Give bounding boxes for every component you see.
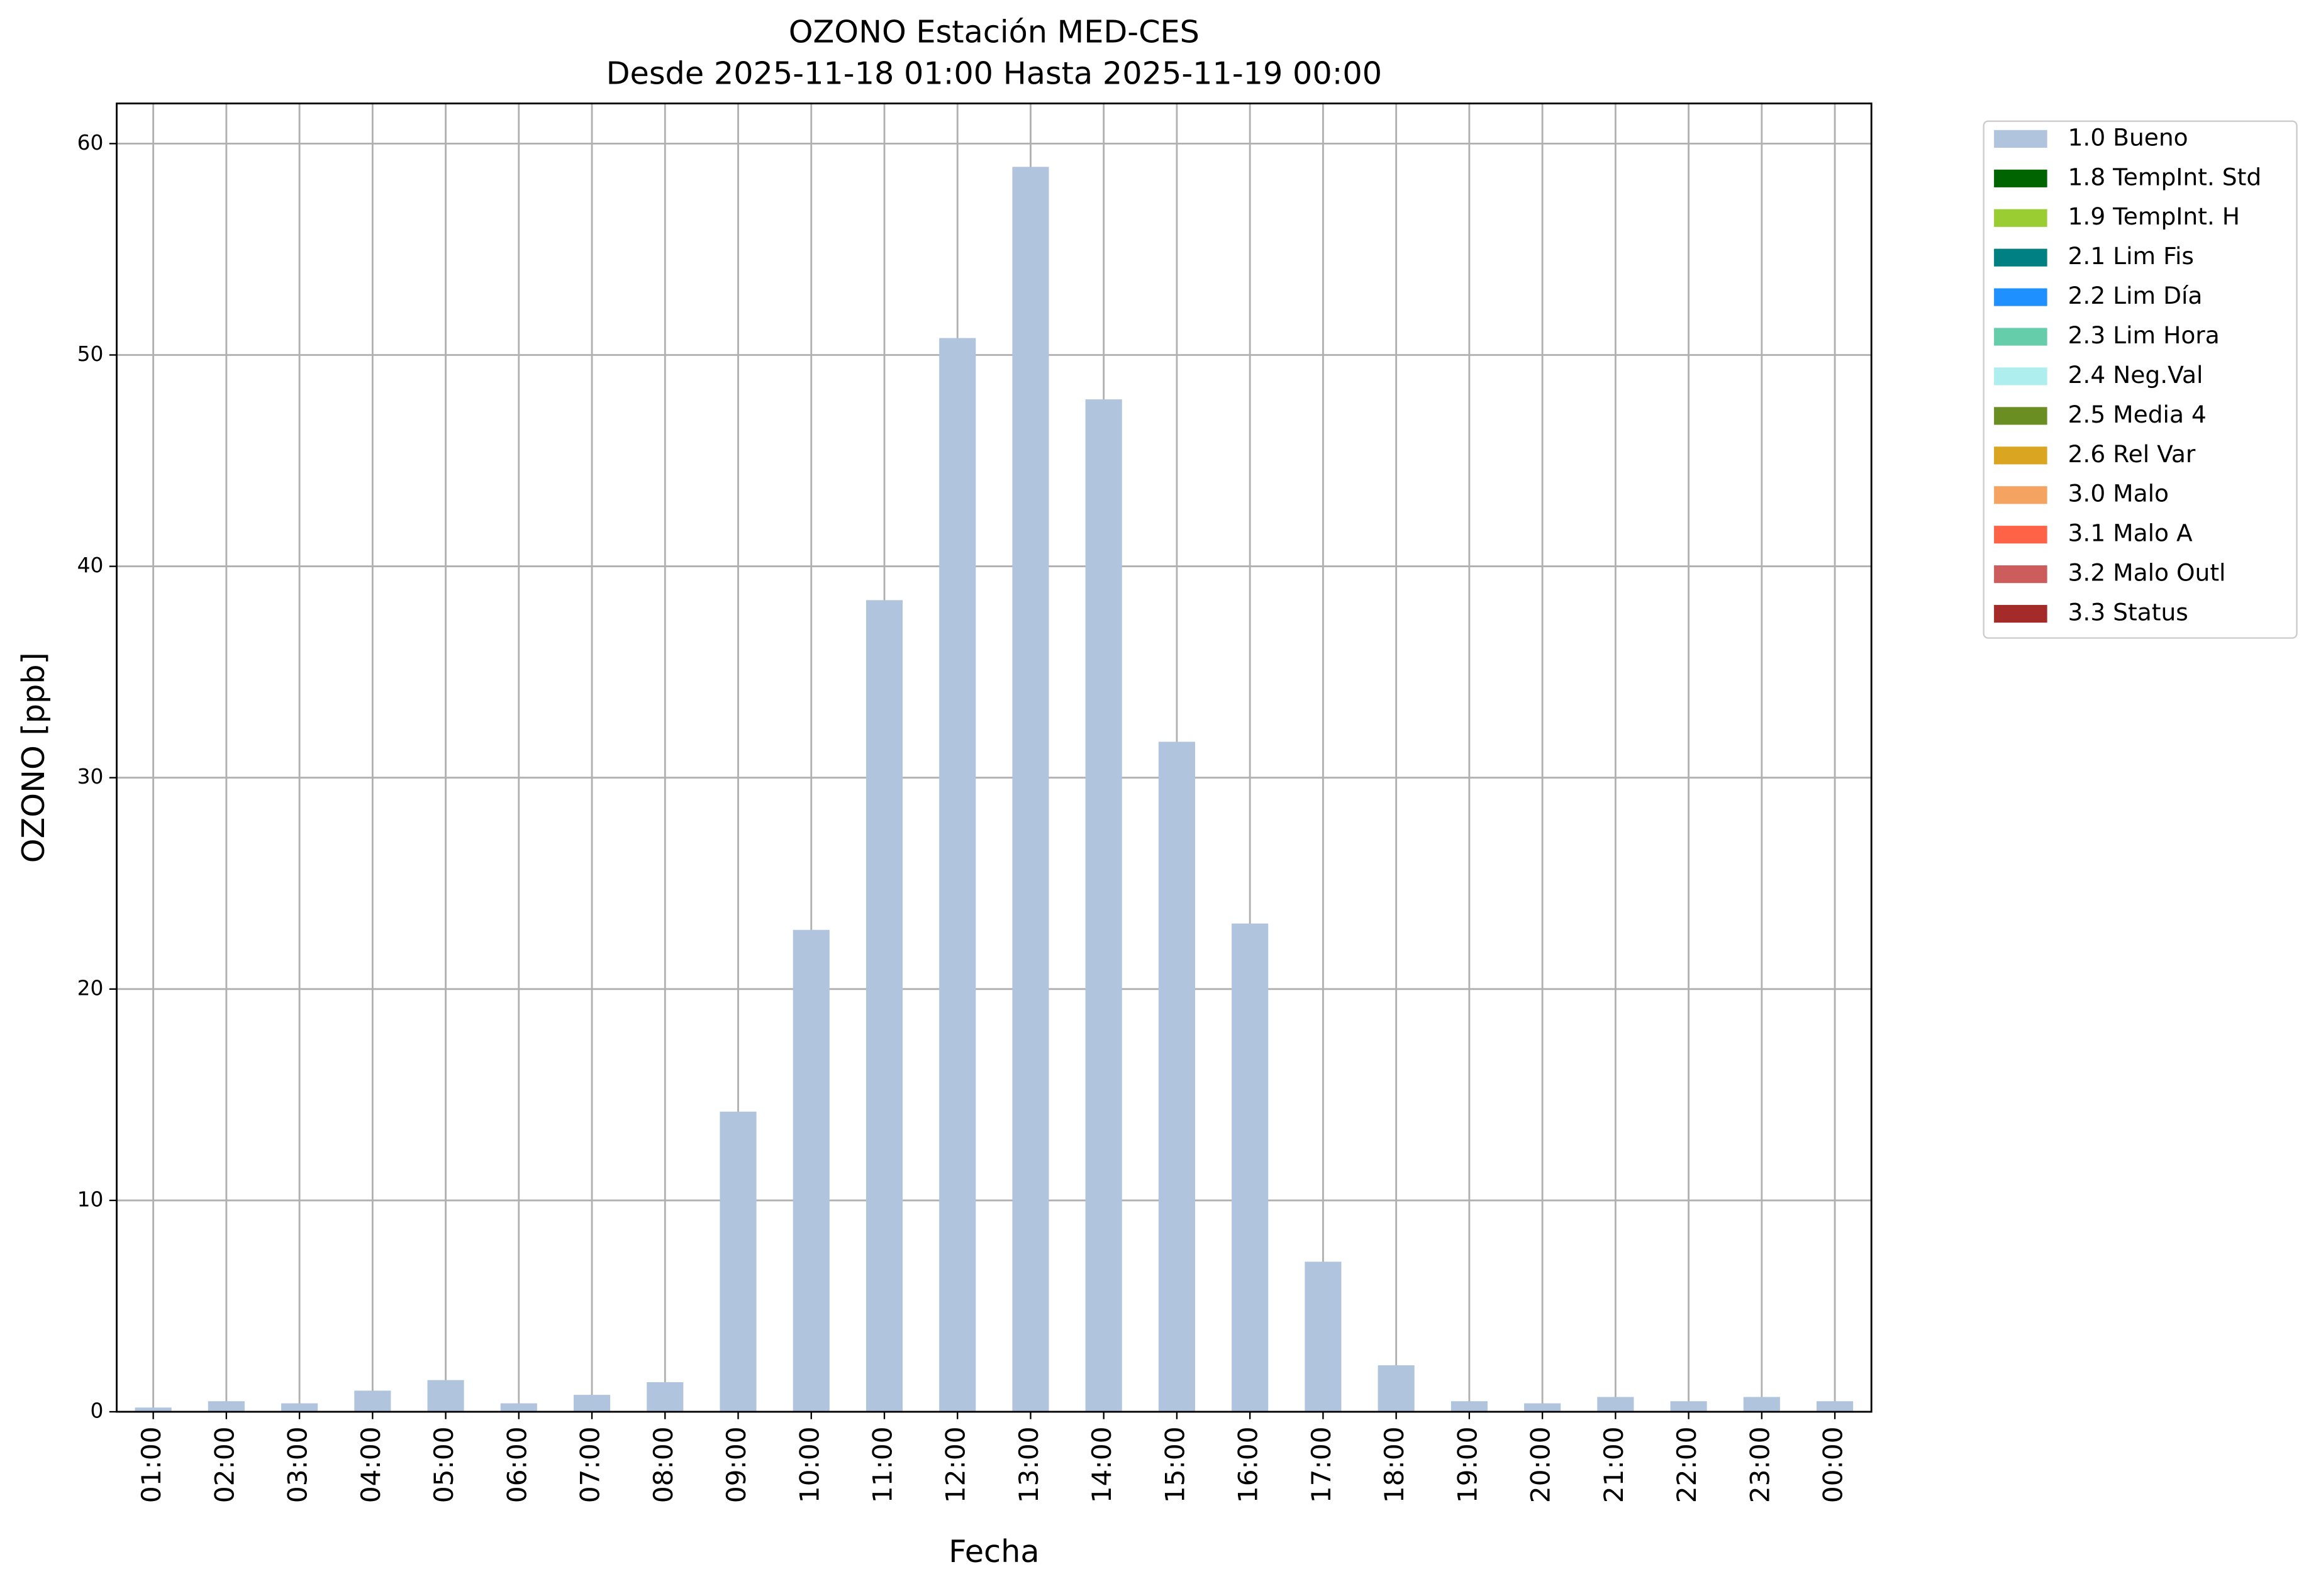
- legend-swatch: [1994, 288, 2047, 306]
- legend-swatch: [1994, 604, 2047, 623]
- x-tick-label: 05:00: [428, 1427, 459, 1504]
- bar: [1524, 1403, 1561, 1412]
- bar: [1378, 1365, 1415, 1412]
- legend-label: 2.5 Media 4: [2068, 401, 2207, 428]
- x-tick-label: 06:00: [501, 1427, 532, 1504]
- x-tick-label: 13:00: [1013, 1427, 1044, 1504]
- x-tick-label: 22:00: [1671, 1427, 1702, 1504]
- bar: [939, 338, 976, 1412]
- bar: [281, 1403, 318, 1412]
- x-tick-label: 17:00: [1306, 1427, 1337, 1504]
- legend-swatch: [1994, 328, 2047, 346]
- bar: [720, 1111, 757, 1412]
- x-tick-label: 15:00: [1159, 1427, 1190, 1504]
- bar: [573, 1395, 611, 1412]
- y-tick-label: 60: [77, 130, 104, 155]
- y-tick-label: 0: [90, 1399, 103, 1423]
- legend-items: 1.0 Bueno 1.8 TempInt. Std 1.9 TempInt. H 2…: [1994, 123, 2261, 626]
- y-tick-label: 10: [77, 1187, 104, 1211]
- x-tick-label: 00:00: [1818, 1427, 1849, 1504]
- legend: [1983, 120, 2298, 639]
- legend-label: 2.1 Lim Fis: [2068, 242, 2194, 270]
- legend-label: 1.8 TempInt. Std: [2068, 163, 2262, 191]
- y-tick-label: 50: [77, 341, 104, 366]
- x-tick-label: 09:00: [721, 1427, 752, 1504]
- legend-swatch: [1994, 130, 2047, 148]
- bar: [500, 1403, 537, 1412]
- x-tick-label: 04:00: [355, 1427, 386, 1504]
- legend-swatch: [1994, 209, 2047, 227]
- bar: [1305, 1261, 1342, 1412]
- bar: [1158, 741, 1195, 1412]
- x-axis-label: Fecha: [949, 1533, 1040, 1570]
- x-tick-label: 01:00: [136, 1427, 167, 1504]
- legend-label: 3.1 Malo A: [2068, 519, 2193, 547]
- legend-swatch: [1994, 446, 2047, 465]
- legend-label: 2.3 Lim Hora: [2068, 321, 2220, 349]
- bar: [793, 929, 830, 1412]
- legend-swatch: [1994, 169, 2047, 187]
- chart-subtitle: Desde 2025-11-18 01:00 Hasta 2025-11-19 …: [606, 55, 1383, 91]
- y-tick-label: 30: [77, 764, 104, 789]
- legend-swatch: [1994, 248, 2047, 267]
- bar: [1743, 1397, 1780, 1412]
- x-tick-label: 03:00: [282, 1427, 313, 1504]
- legend-label: 1.0 Bueno: [2068, 123, 2188, 151]
- legend-swatch: [1994, 367, 2047, 385]
- bar: [1085, 399, 1122, 1412]
- legend-label: 3.2 Malo Outl: [2068, 559, 2226, 587]
- x-tick-label: 19:00: [1452, 1427, 1483, 1504]
- x-tick-label: 08:00: [648, 1427, 679, 1504]
- x-tick-label: 12:00: [940, 1427, 971, 1504]
- bar: [1232, 923, 1269, 1412]
- bar: [647, 1382, 684, 1412]
- legend-swatch: [1994, 526, 2047, 544]
- x-tick-label: 10:00: [794, 1427, 825, 1504]
- bar: [1670, 1401, 1707, 1412]
- x-tick-label: 21:00: [1598, 1427, 1629, 1504]
- chart-title: OZONO Estación MED-CES: [789, 14, 1200, 50]
- x-tick-label: 14:00: [1086, 1427, 1117, 1504]
- legend-swatch: [1994, 565, 2047, 584]
- x-tick-label: 11:00: [867, 1427, 898, 1504]
- legend-label: 2.4 Neg.Val: [2068, 361, 2203, 389]
- bar: [354, 1390, 391, 1412]
- y-tick-label: 40: [77, 553, 104, 577]
- x-tick-label: 18:00: [1379, 1427, 1410, 1504]
- legend-swatch: [1994, 486, 2047, 504]
- plot-frame: [116, 103, 1873, 1413]
- legend-swatch: [1994, 407, 2047, 425]
- legend-label: 2.6 Rel Var: [2068, 440, 2196, 468]
- ticks: 0 10 20 30 40 50 60 01:00 02:00 03:00 04:00 05:00 06…: [77, 130, 1849, 1503]
- legend-label: 3.0 Malo: [2068, 480, 2169, 507]
- x-tick-label: 16:00: [1233, 1427, 1264, 1504]
- bar: [427, 1380, 464, 1412]
- bar: [1012, 167, 1049, 1412]
- bar: [208, 1401, 245, 1412]
- bar: [1450, 1401, 1488, 1412]
- x-tick-label: 07:00: [575, 1427, 606, 1504]
- x-tick-label: 23:00: [1744, 1427, 1775, 1504]
- bar: [1597, 1397, 1634, 1412]
- bar: [135, 1407, 172, 1412]
- y-axis-label: OZONO [ppb]: [15, 652, 52, 863]
- legend-label: 3.3 Status: [2068, 599, 2188, 626]
- y-tick-label: 20: [77, 975, 104, 1000]
- x-tick-label: 02:00: [209, 1427, 240, 1504]
- x-tick-label: 20:00: [1525, 1427, 1556, 1504]
- bar: [866, 600, 903, 1412]
- legend-label: 2.2 Lim Día: [2068, 282, 2203, 309]
- legend-label: 1.9 TempInt. H: [2068, 202, 2241, 230]
- bar: [1817, 1401, 1854, 1412]
- bars: [135, 167, 1854, 1412]
